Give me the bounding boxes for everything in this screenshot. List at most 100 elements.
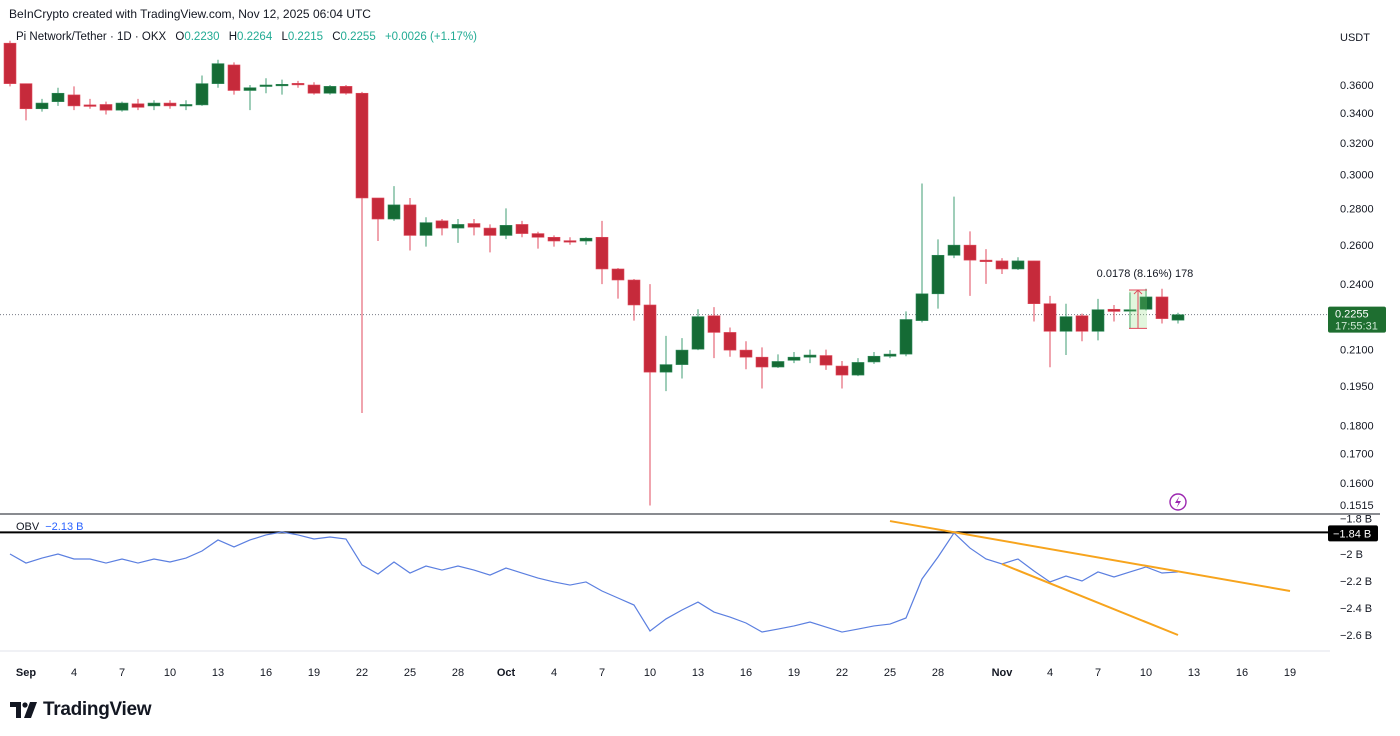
candle[interactable] (979, 249, 993, 284)
candle[interactable] (243, 85, 257, 111)
time-tick-label: 25 (404, 667, 416, 679)
candle-body (611, 268, 625, 281)
trendline[interactable] (1001, 563, 1179, 636)
candle[interactable] (1155, 288, 1169, 324)
candle[interactable] (515, 220, 529, 238)
candle[interactable] (179, 100, 193, 111)
candle[interactable] (115, 101, 129, 112)
candle[interactable] (499, 208, 513, 240)
candle[interactable] (1107, 304, 1121, 322)
candles-layer (3, 40, 1185, 506)
candle[interactable] (915, 183, 929, 323)
candle[interactable] (563, 237, 577, 245)
candle-body (1139, 296, 1153, 310)
candle[interactable] (867, 351, 881, 364)
candle[interactable] (19, 83, 33, 121)
candle[interactable] (1043, 295, 1057, 368)
candle-body (35, 102, 49, 110)
candle[interactable] (83, 98, 97, 109)
candle[interactable] (323, 85, 337, 95)
candle[interactable] (803, 349, 817, 364)
candle[interactable] (787, 351, 801, 364)
candle[interactable] (995, 258, 1009, 274)
candle[interactable] (163, 100, 177, 109)
candle[interactable] (259, 78, 273, 94)
candle[interactable] (147, 100, 161, 111)
candle[interactable] (371, 197, 385, 242)
candle[interactable] (35, 98, 49, 112)
obv-tick-label: −2 B (1340, 549, 1363, 561)
candle[interactable] (675, 338, 689, 379)
candle[interactable] (1091, 298, 1105, 341)
candle[interactable] (883, 350, 897, 359)
candle[interactable] (131, 98, 145, 111)
candle[interactable] (947, 196, 961, 259)
candle[interactable] (275, 79, 289, 95)
candle[interactable] (1139, 288, 1153, 311)
candle[interactable] (771, 354, 785, 368)
currency-label[interactable]: USDT (1340, 32, 1370, 44)
candle[interactable] (723, 327, 737, 357)
candle[interactable] (707, 307, 721, 359)
candle[interactable] (643, 284, 657, 506)
candle[interactable] (931, 239, 945, 309)
candle[interactable] (1011, 257, 1025, 270)
candle[interactable] (67, 86, 81, 111)
candle[interactable] (403, 197, 417, 251)
candle[interactable] (691, 309, 705, 351)
candle-body (755, 356, 769, 368)
trendline[interactable] (889, 520, 1291, 592)
lightning-icon[interactable] (1169, 493, 1187, 511)
candle-body (339, 86, 353, 94)
candle[interactable] (1123, 292, 1137, 329)
time-tick-label: 19 (308, 667, 320, 679)
candle[interactable] (467, 219, 481, 236)
candle[interactable] (1171, 312, 1185, 324)
candle[interactable] (227, 62, 241, 95)
candle[interactable] (659, 335, 673, 392)
obv-title[interactable]: OBV (16, 521, 40, 533)
candle[interactable] (1075, 313, 1089, 342)
logo-text: TradingView (43, 699, 152, 720)
price-tick-label: 0.3600 (1340, 80, 1374, 92)
candle[interactable] (819, 349, 833, 370)
candle[interactable] (739, 341, 753, 370)
candle[interactable] (547, 235, 561, 247)
candle[interactable] (531, 231, 545, 249)
candle[interactable] (595, 220, 609, 285)
candle[interactable] (1059, 303, 1073, 356)
candle[interactable] (211, 59, 225, 88)
candle[interactable] (435, 219, 449, 236)
candle-body (19, 83, 33, 110)
candle[interactable] (579, 237, 593, 245)
candle[interactable] (451, 219, 465, 243)
candle[interactable] (195, 75, 209, 106)
measure-tool[interactable]: 0.0178 (8.16%) 178 (1097, 268, 1194, 329)
candle[interactable] (419, 217, 433, 247)
candle[interactable] (483, 224, 497, 253)
candle-body (707, 315, 721, 333)
candle-body (243, 87, 257, 91)
candle[interactable] (835, 361, 849, 389)
lightning-bolt (1175, 496, 1181, 508)
candle[interactable] (611, 267, 625, 299)
candle[interactable] (355, 91, 369, 413)
candle[interactable] (307, 82, 321, 95)
candle-body (147, 102, 161, 107)
candle[interactable] (851, 358, 865, 377)
candle[interactable] (963, 231, 977, 296)
candle-body (371, 197, 385, 220)
candle[interactable] (627, 278, 641, 321)
candle[interactable] (1027, 260, 1041, 322)
candle[interactable] (51, 87, 65, 106)
candle[interactable] (339, 85, 353, 95)
candle[interactable] (755, 347, 769, 389)
candle[interactable] (3, 40, 17, 87)
candle[interactable] (899, 311, 913, 357)
high-label: H (228, 31, 238, 43)
symbol-title[interactable]: Pi Network/Tether · 1D · OKX (16, 31, 167, 43)
candle[interactable] (387, 186, 401, 221)
candle[interactable] (99, 101, 113, 115)
candle[interactable] (291, 80, 305, 88)
